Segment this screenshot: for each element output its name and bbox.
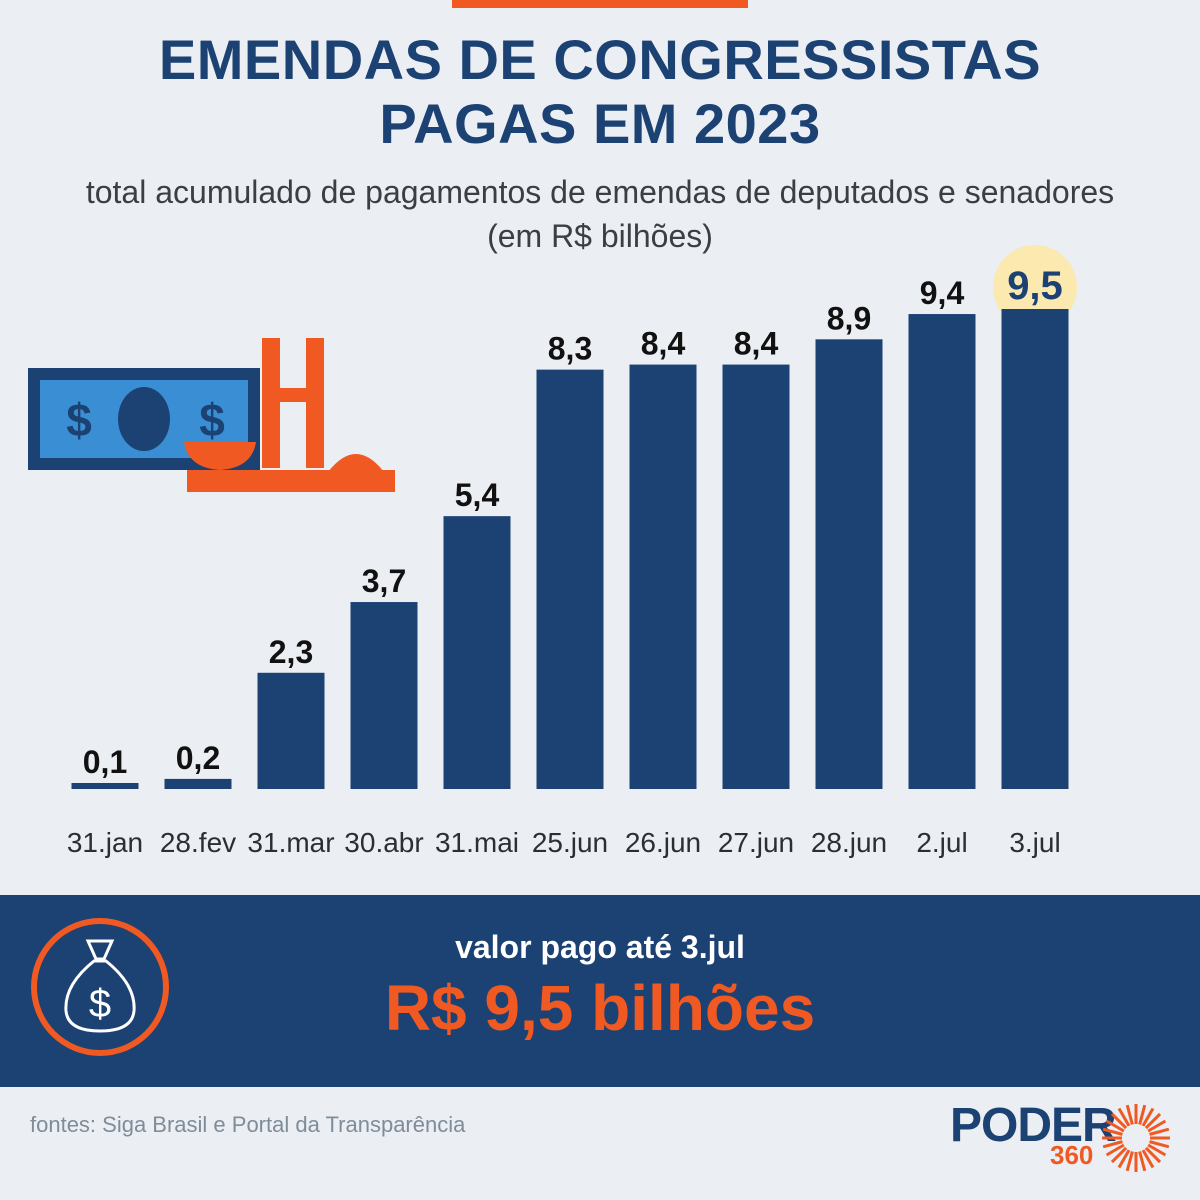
x-tick-label-26.jun: 26.jun: [625, 827, 701, 858]
money-bag-icon: $: [31, 918, 169, 1056]
x-tick-label-28.jun: 28.jun: [811, 827, 887, 858]
title-line-2: PAGAS EM 2023: [379, 92, 821, 155]
x-tick-label-31.jan: 31.jan: [67, 827, 143, 858]
value-label-28.jun: 8,9: [827, 300, 871, 336]
bar-chart: 0,1 31.jan 0,2 28.fev 2,3 31.mar 3,7 30.abr 5,4 3…: [67, 245, 1077, 858]
value-label-3.jul: 9,5: [1007, 264, 1063, 308]
x-tick-label-25.jun: 25.jun: [532, 827, 608, 858]
value-label-31.mar: 2,3: [269, 634, 313, 670]
bar-2.jul: [908, 314, 976, 789]
bar-25.jun: [536, 369, 604, 789]
x-tick-label-2.jul: 2.jul: [916, 827, 967, 858]
x-tick-label-3.jul: 3.jul: [1009, 827, 1060, 858]
value-label-31.jan: 0,1: [83, 744, 127, 780]
sunburst-logo-icon: [1102, 1104, 1170, 1172]
bar-27.jun: [722, 364, 790, 789]
highlight-circle: [993, 245, 1077, 329]
x-tick-label-28.fev: 28.fev: [160, 827, 236, 858]
top-accent-bar: [452, 0, 748, 8]
money-bill-and-congress-icon: $ $: [28, 338, 395, 492]
page-title: EMENDAS DE CONGRESSISTAS PAGAS EM 2023: [0, 28, 1200, 156]
x-tick-label-30.abr: 30.abr: [344, 827, 423, 858]
bar-31.mai: [443, 516, 511, 789]
x-tick-label-27.jun: 27.jun: [718, 827, 794, 858]
bar-30.abr: [350, 602, 418, 789]
x-tick-label-31.mar: 31.mar: [247, 827, 334, 858]
summary-label: valor pago até 3.jul: [455, 929, 745, 965]
value-label-26.jun: 8,4: [641, 326, 686, 362]
title-line-1: EMENDAS DE CONGRESSISTAS: [158, 28, 1042, 91]
logo-word: PODER: [950, 1099, 1117, 1152]
svg-text:$: $: [199, 394, 225, 446]
svg-text:$: $: [66, 394, 92, 446]
bar-31.jan: [71, 783, 139, 789]
summary-value: R$ 9,5 bilhões: [384, 972, 816, 1044]
x-tick-label-31.mai: 31.mai: [435, 827, 519, 858]
value-label-31.mai: 5,4: [455, 477, 500, 513]
bar-28.jun: [815, 339, 883, 789]
logo-number: 360: [1050, 1140, 1094, 1170]
value-label-28.fev: 0,2: [176, 740, 220, 776]
value-label-30.abr: 3,7: [362, 563, 406, 599]
bar-26.jun: [629, 364, 697, 789]
value-label-27.jun: 8,4: [734, 326, 779, 362]
poder360-logo: PODER 360: [950, 1098, 1180, 1178]
bar-28.fev: [164, 778, 232, 789]
summary-banner: $ valor pago até 3.jul R$ 9,5 bilhões: [0, 895, 1200, 1087]
sources-note: fontes: Siga Brasil e Portal da Transpar…: [30, 1112, 466, 1137]
value-label-25.jun: 8,3: [548, 331, 592, 367]
chart-subtitle: total acumulado de pagamentos de emendas…: [85, 174, 1115, 254]
bar-3.jul: [1001, 309, 1069, 789]
svg-text:$: $: [89, 982, 111, 1026]
value-label-2.jul: 9,4: [920, 275, 965, 311]
bar-31.mar: [257, 672, 325, 789]
